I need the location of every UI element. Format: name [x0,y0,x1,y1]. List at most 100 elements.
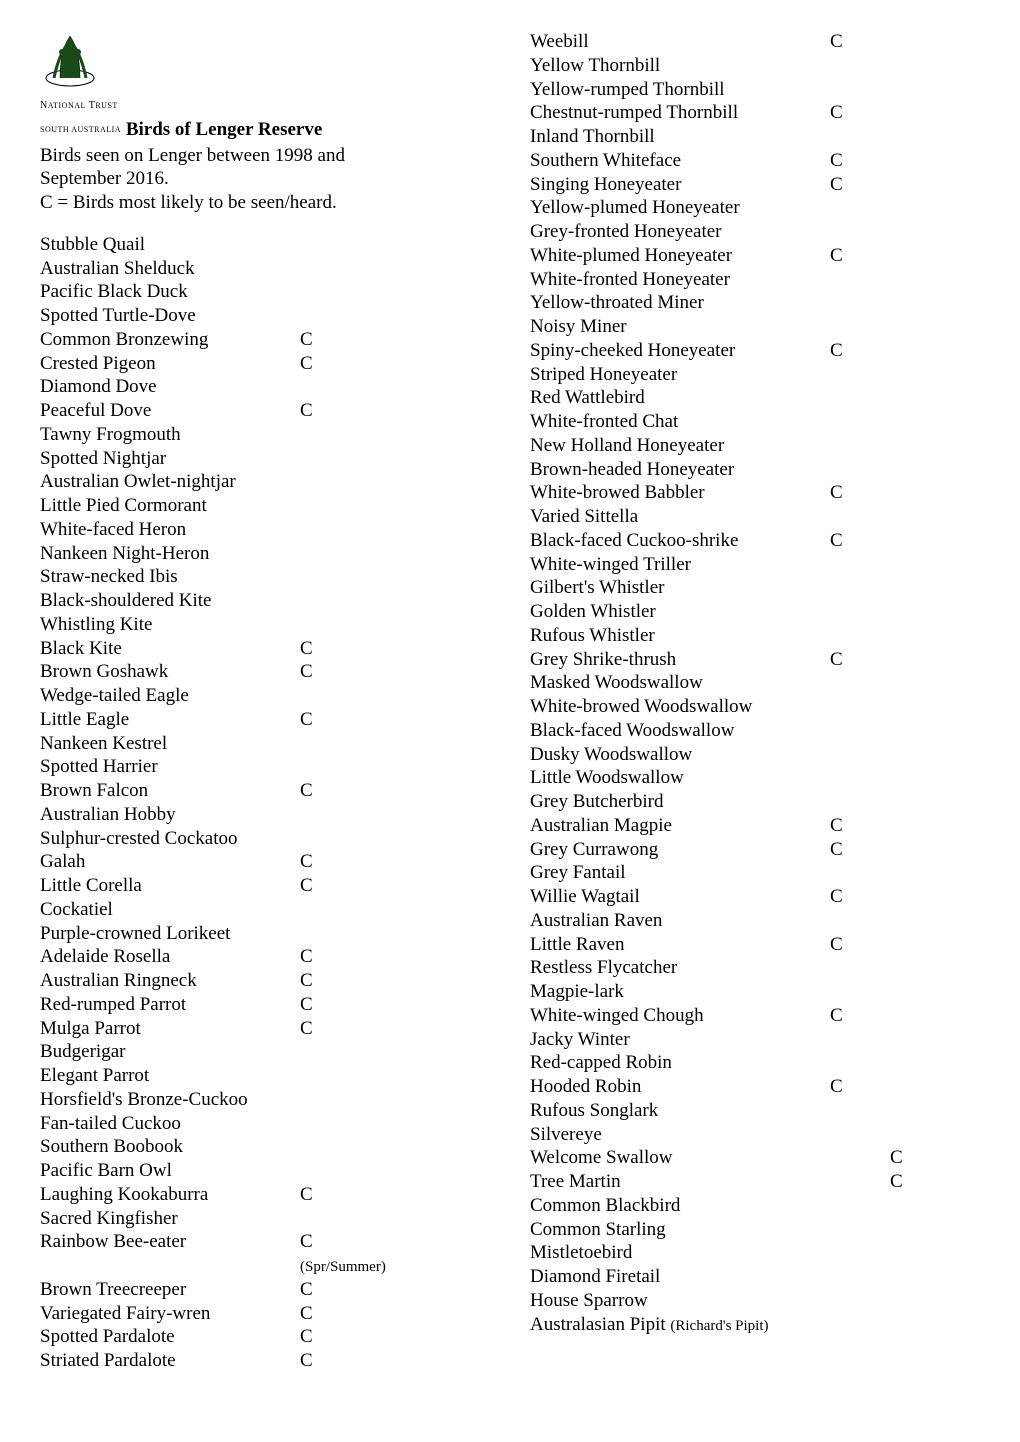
bird-name: Masked Woodswallow [530,671,830,695]
bird-name: White-fronted Honeyeater [530,268,830,292]
bird-mark-2 [890,1194,930,1218]
intro-block: Birds seen on Lenger between 1998 and Se… [40,144,490,215]
bird-mark [300,518,360,542]
bird-name: Tawny Frogmouth [40,423,300,447]
bird-mark [830,125,890,149]
bird-name: Spotted Harrier [40,755,300,779]
bird-mark-2 [890,814,930,838]
bird-mark [300,233,360,257]
bird-row: Dusky Woodswallow [530,743,980,767]
bird-mark-2 [890,434,930,458]
bird-row: Little RavenC [530,933,980,957]
bird-row: Peaceful DoveC [40,399,490,423]
bird-mark-2 [890,101,930,125]
bird-name: Grey-fronted Honeyeater [530,220,830,244]
bird-row: Grey Shrike-thrushC [530,648,980,672]
bird-mark-2 [890,78,930,102]
bird-row: Australian Raven [530,909,980,933]
bird-name: Australian Hobby [40,803,300,827]
bird-mark [300,542,360,566]
bird-row: Australian Owlet-nightjar [40,470,490,494]
bird-name: Australian Shelduck [40,257,300,281]
bird-name: Jacky Winter [530,1028,830,1052]
bird-row: Magpie-lark [530,980,980,1004]
bird-mark [300,304,360,328]
bird-name: Horsfield's Bronze-Cuckoo [40,1088,300,1112]
bird-mark [300,732,360,756]
bird-name: Little Woodswallow [530,766,830,790]
bird-mark-2 [890,315,930,339]
bird-row: Rufous Songlark [530,1099,980,1123]
bird-mark-2 [890,1289,930,1313]
bird-name: New Holland Honeyeater [530,434,830,458]
bird-row: White-plumed HoneyeaterC [530,244,980,268]
bird-name: Sulphur-crested Cockatoo [40,827,300,851]
bird-mark [300,1112,360,1136]
bird-row: House Sparrow [530,1289,980,1313]
bird-row: Brown-headed Honeyeater [530,458,980,482]
bird-name: Yellow Thornbill [530,54,830,78]
bird-row: Little EagleC [40,708,490,732]
bird-row: Australian RingneckC [40,969,490,993]
bird-mark [300,803,360,827]
bird-mark: C [830,101,890,125]
bird-row: Stubble Quail [40,233,490,257]
bird-mark [830,268,890,292]
bird-mark [830,434,890,458]
bird-mark [830,54,890,78]
bird-row: Purple-crowned Lorikeet [40,922,490,946]
bird-mark [300,375,360,399]
bird-name: Cockatiel [40,898,300,922]
bird-row: Pacific Barn Owl [40,1159,490,1183]
bird-mark-2 [890,1241,930,1265]
bird-mark: C [830,481,890,505]
bird-mark: C [300,328,360,352]
bird-mark: C [830,149,890,173]
bird-name: Spotted Turtle-Dove [40,304,300,328]
bird-mark-2 [890,410,930,434]
bird-mark [830,743,890,767]
bird-name: Diamond Firetail [530,1265,830,1289]
bird-mark: C [830,244,890,268]
bird-mark: C [300,1278,360,1302]
bird-mark: C [300,1302,360,1326]
bird-mark [830,410,890,434]
bird-row: Tawny Frogmouth [40,423,490,447]
bird-mark: C [300,637,360,661]
bird-mark: C [300,874,360,898]
bird-mark: C [300,969,360,993]
bird-mark-2 [890,695,930,719]
bird-mark [830,196,890,220]
bird-mark-2 [890,54,930,78]
bird-mark-2 [890,363,930,387]
bird-mark [830,956,890,980]
bird-name: Silvereye [530,1123,830,1147]
bird-name: Australian Ringneck [40,969,300,993]
bird-row: Fan-tailed Cuckoo [40,1112,490,1136]
bird-row: Yellow-plumed Honeyeater [530,196,980,220]
bird-mark [830,553,890,577]
bird-row: Rufous Whistler [530,624,980,648]
bird-row: Spiny-cheeked HoneyeaterC [530,339,980,363]
bird-mark-2 [890,1218,930,1242]
bird-mark [300,684,360,708]
bird-name: Diamond Dove [40,375,300,399]
bird-mark-2 [890,30,930,54]
bird-row: Striated PardaloteC [40,1349,490,1373]
bird-row: Horsfield's Bronze-Cuckoo [40,1088,490,1112]
bird-name: Hooded Robin [530,1075,830,1099]
bird-name: Whistling Kite [40,613,300,637]
bird-name: Crested Pigeon [40,352,300,376]
bird-name: Australian Magpie [530,814,830,838]
bird-name: Wedge-tailed Eagle [40,684,300,708]
bird-mark [830,1194,890,1218]
bird-name: Pacific Barn Owl [40,1159,300,1183]
bird-mark-2 [890,861,930,885]
bird-mark [300,447,360,471]
bird-name: Brown-headed Honeyeater [530,458,830,482]
bird-mark-2 [890,743,930,767]
bird-row: Grey-fronted Honeyeater [530,220,980,244]
bird-mark-2 [890,1123,930,1147]
bird-mark-2 [890,529,930,553]
intro-text: September 2016. [40,167,490,191]
